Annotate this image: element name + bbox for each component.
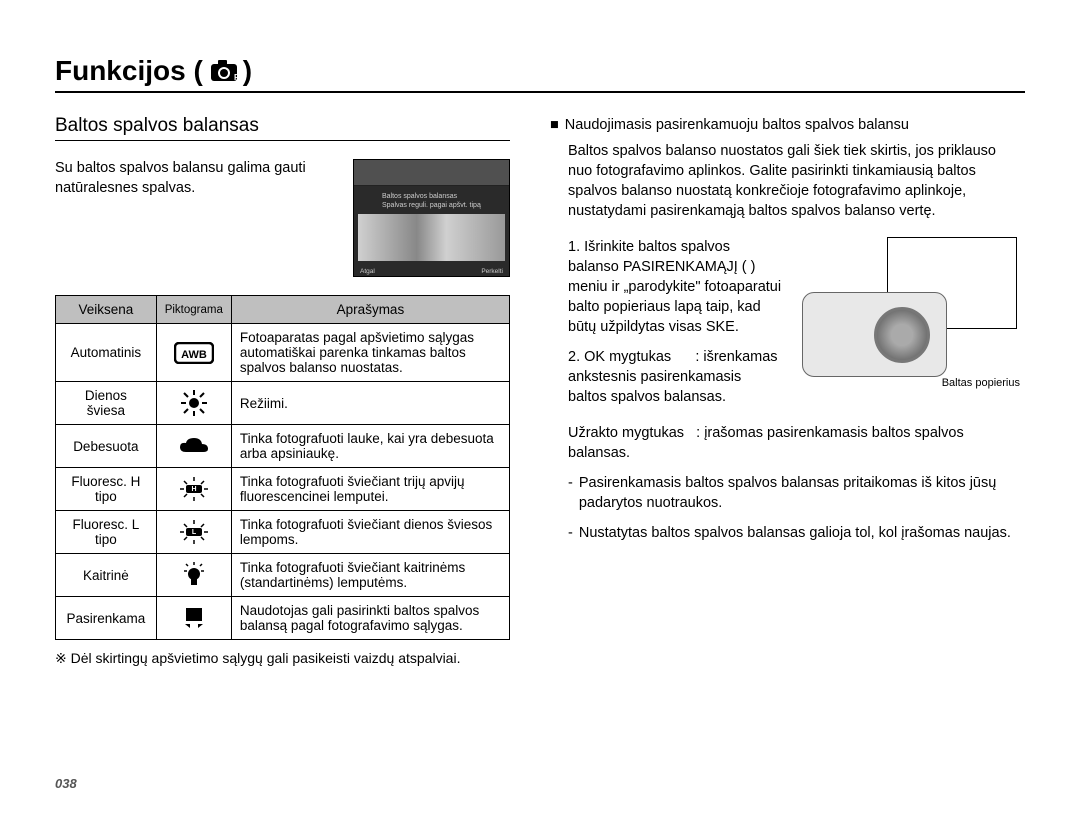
intro-text: Su baltos spalvos balansu galima gauti n… <box>55 159 337 277</box>
page-title-close: ) <box>243 55 252 87</box>
section-subtitle: Baltos spalvos balansas <box>55 115 510 141</box>
th-icon: Piktograma <box>156 296 231 324</box>
mode-cell: Fluoresc. L tipo <box>56 511 157 554</box>
desc-cell: Tinka fotografuoti šviečiant dienos švie… <box>231 511 509 554</box>
custom-icon <box>179 610 209 625</box>
mode-cell: Automatinis <box>56 324 157 382</box>
icon-cell: AWB <box>156 324 231 382</box>
step-1-text: 1. Išrinkite baltos spalvos balanso PASI… <box>568 239 781 335</box>
table-row: Fluoresc. L tipo L Tinka fotografuoti švie… <box>56 511 510 554</box>
mode-cell: Kaitrinė <box>56 554 157 597</box>
fluo-l-icon: L <box>177 524 211 539</box>
table-row: Fluoresc. H tipo H Tinka fotografuoti švie… <box>56 468 510 511</box>
shutter-label: Užrakto mygtukas <box>568 425 684 441</box>
step-2-label: 2. OK mygtukas <box>568 349 671 365</box>
table-row: Automatinis AWB Fotoaparatas pagal apšviet… <box>56 324 510 382</box>
svg-text:H: H <box>191 486 196 493</box>
icon-cell <box>156 597 231 640</box>
table-row: Pasirenkama Naudotojas gali pasirinkti ba… <box>56 597 510 640</box>
fluo-h-icon: H <box>177 481 211 496</box>
table-row: Dienos šviesa Režiimi. <box>56 382 510 425</box>
mode-cell: Fluoresc. H tipo <box>56 468 157 511</box>
lcd-line2: Spalvas reguli. pagai apšvt. tipą <box>382 201 481 210</box>
desc-cell: Tinka fotografuoti lauke, kai yra debesu… <box>231 425 509 468</box>
desc-cell: Tinka fotografuoti šviečiant trijų apvij… <box>231 468 509 511</box>
step-1: 1. Išrinkite baltos spalvos balanso PASI… <box>568 237 782 337</box>
page-number: 038 <box>55 776 77 791</box>
mode-cell: Pasirenkama <box>56 597 157 640</box>
cloud-icon <box>177 438 211 453</box>
dash-item-2: - Nustatytas baltos spalvos balansas gal… <box>568 523 1020 543</box>
camera-illustration: Baltas popierius <box>800 237 1020 417</box>
camera-icon <box>802 292 947 377</box>
wb-table: Veiksena Piktograma Aprašymas Automatini… <box>55 295 510 640</box>
dash-item-1: - Pasirenkamasis baltos spalvos balansas… <box>568 473 1020 513</box>
right-bullet-row: ■ Naudojimasis pasirenkamuoju baltos spa… <box>550 115 1020 135</box>
svg-text:Fn: Fn <box>234 73 243 82</box>
paper-caption: Baltas popierius <box>942 377 1020 389</box>
dash-2-text: Nustatytas baltos spalvos balansas galio… <box>579 523 1011 543</box>
icon-cell: L <box>156 511 231 554</box>
svg-text:L: L <box>192 529 197 536</box>
lcd-preview: Baltos spalvos balansas Spalvas reguli. … <box>353 159 510 277</box>
camera-fn-icon: Fn <box>209 59 243 83</box>
page-title-row: Funkcijos ( Fn ) <box>55 55 1025 93</box>
sun-icon <box>179 395 209 410</box>
table-row: Kaitrinė Tinka fotografuoti šviečiant kai… <box>56 554 510 597</box>
desc-cell: Naudotojas gali pasirinkti baltos spalvo… <box>231 597 509 640</box>
dash-icon: - <box>568 523 573 543</box>
desc-cell: Režiimi. <box>231 382 509 425</box>
mode-cell: Dienos šviesa <box>56 382 157 425</box>
table-row: Debesuota Tinka fotografuoti lauke, kai y… <box>56 425 510 468</box>
right-column: ■ Naudojimasis pasirenkamuoju baltos spa… <box>550 115 1020 667</box>
desc-cell: Tinka fotografuoti šviečiant kaitrinėms … <box>231 554 509 597</box>
right-body: Baltos spalvos balanso nuostatos gali ši… <box>568 141 1020 221</box>
svg-text:AWB: AWB <box>181 349 207 361</box>
awb-icon: AWB <box>174 344 214 359</box>
icon-cell <box>156 425 231 468</box>
left-column: Baltos spalvos balansas Su baltos spalvo… <box>55 115 510 667</box>
footnote: ※ Dėl skirtingų apšvietimo sąlygų gali p… <box>55 650 510 667</box>
bulb-icon <box>181 567 207 582</box>
shutter-row: Užrakto mygtukas : įrašomas pasirenkamas… <box>568 423 1020 463</box>
lcd-move: Perkelti <box>481 268 503 275</box>
icon-cell <box>156 382 231 425</box>
dash-1-text: Pasirenkamasis baltos spalvos balansas p… <box>579 473 1020 513</box>
step-2: 2. OK mygtukas : išrenkamas ankstesnis p… <box>568 347 782 407</box>
icon-cell: H <box>156 468 231 511</box>
dash-icon: - <box>568 473 573 513</box>
th-desc: Aprašymas <box>231 296 509 324</box>
lcd-back: Atgal <box>360 268 375 275</box>
mode-cell: Debesuota <box>56 425 157 468</box>
th-mode: Veiksena <box>56 296 157 324</box>
icon-cell <box>156 554 231 597</box>
right-bullet-title: Naudojimasis pasirenkamuoju baltos spalv… <box>565 115 909 135</box>
page-title: Funkcijos ( <box>55 55 203 87</box>
lcd-line1: Baltos spalvos balansas <box>382 192 481 201</box>
square-bullet-icon: ■ <box>550 115 559 135</box>
desc-cell: Fotoaparatas pagal apšvietimo sąlygas au… <box>231 324 509 382</box>
